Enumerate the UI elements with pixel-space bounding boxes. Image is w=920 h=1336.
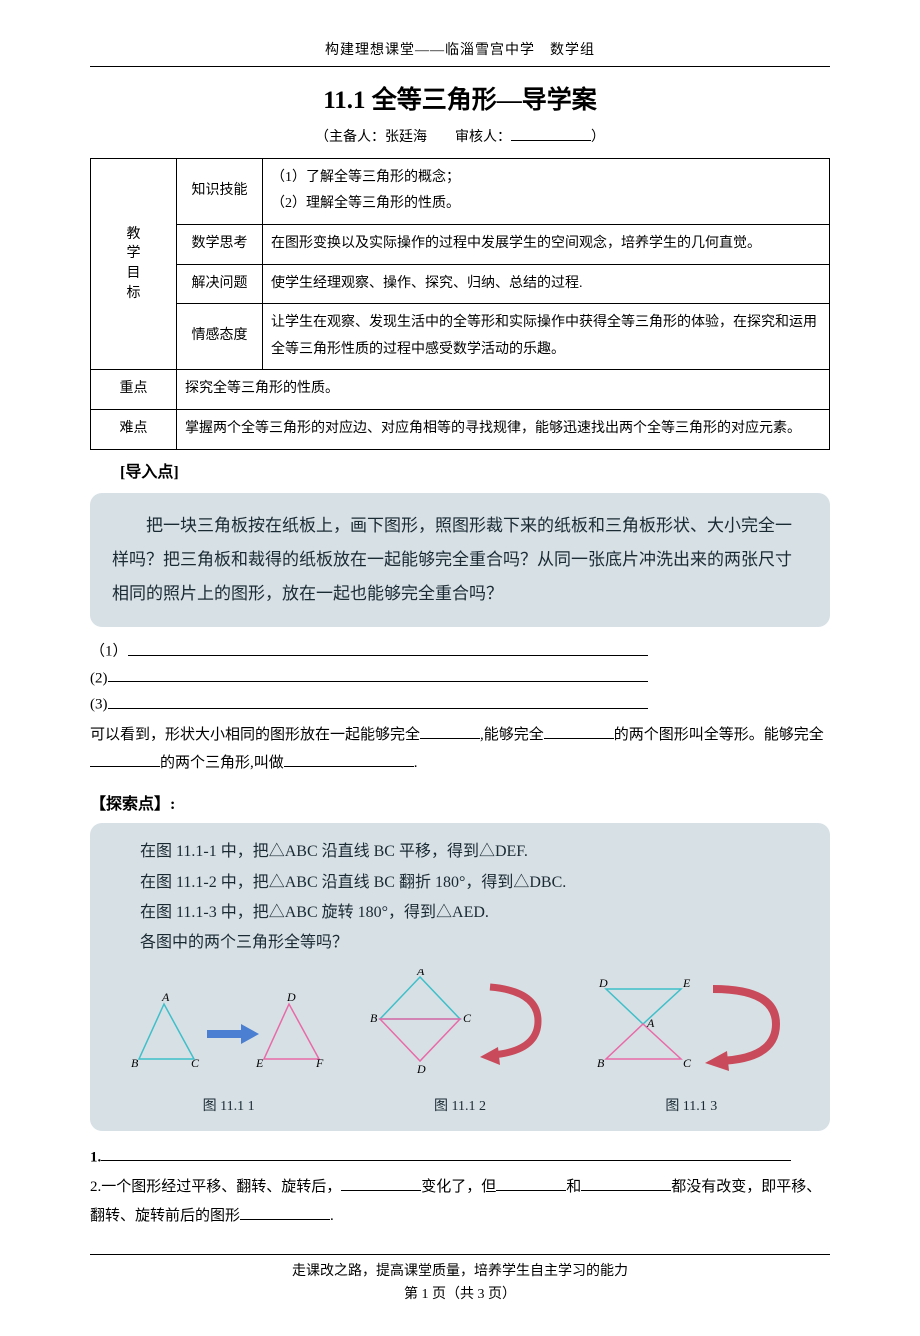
goal-body: 使学生经理观察、操作、探究、归纳、总结的过程. xyxy=(263,264,830,304)
goal-category: 数学思考 xyxy=(177,224,263,264)
answer-line-3[interactable]: (3) xyxy=(90,692,830,717)
footer-line-2: 第 1 页（共 3 页） xyxy=(90,1284,830,1306)
goals-vertical-label: 教 学 目 标 xyxy=(91,158,177,370)
figure-row: A B C D E F 图 11.1 1 A B C D xyxy=(108,969,812,1121)
figure-1-label: 图 11.1 1 xyxy=(129,1094,329,1121)
blank[interactable] xyxy=(420,722,480,739)
triangle-rotation-icon: D E A B C xyxy=(591,969,791,1079)
figure-1: A B C D E F 图 11.1 1 xyxy=(129,989,329,1121)
svg-text:A: A xyxy=(646,1016,655,1030)
blank[interactable] xyxy=(496,1175,566,1192)
vchar: 目 xyxy=(93,264,174,284)
table-row: 教 学 目 标 知识技能 （1）了解全等三角形的概念； （2）理解全等三角形的性… xyxy=(91,158,830,224)
q2-label: (2) xyxy=(90,670,108,686)
page-header: 构建理想课堂——临淄雪宫中学 数学组 xyxy=(90,40,830,62)
goal-category: 知识技能 xyxy=(177,158,263,224)
svg-text:D: D xyxy=(598,976,608,990)
explore-heading: 【探索点】: xyxy=(90,792,830,818)
difficulty-label: 难点 xyxy=(91,409,177,449)
num2-c: 和 xyxy=(566,1179,581,1195)
para1-a: 可以看到，形状大小相同的图形放在一起能够完全 xyxy=(90,727,420,743)
table-row: 解决问题 使学生经理观察、操作、探究、归纳、总结的过程. xyxy=(91,264,830,304)
q1-number: 1. xyxy=(90,1149,101,1165)
conclusion-paragraph: 可以看到，形状大小相同的图形放在一起能够完全 ,能够完全 的两个图形叫全等形。能够完… xyxy=(90,721,830,778)
page-footer: 走课改之路，提高课堂质量，培养学生自主学习的能力 第 1 页（共 3 页） xyxy=(90,1254,830,1306)
svg-text:D: D xyxy=(286,990,296,1004)
svg-text:C: C xyxy=(191,1056,200,1070)
num2-b: 变化了，但 xyxy=(421,1179,496,1195)
explore-line: 在图 11.1-2 中，把△ABC 沿直线 BC 翻折 180°，得到△DBC. xyxy=(108,868,812,898)
figure-2-label: 图 11.1 2 xyxy=(370,1094,550,1121)
goal-body: 让学生在观察、发现生活中的全等形和实际操作中获得全等三角形的体验，在探究和运用全… xyxy=(263,304,830,370)
num2-e: . xyxy=(330,1208,334,1224)
para1-e: . xyxy=(414,755,418,771)
blank[interactable] xyxy=(341,1175,421,1192)
goal-category: 解决问题 xyxy=(177,264,263,304)
blank[interactable] xyxy=(240,1203,330,1220)
lead-in-box: 把一块三角板按在纸板上，画下图形，照图形裁下来的纸板和三角板形状、大小完全一样吗… xyxy=(90,493,830,627)
answer-line-1[interactable]: （1） xyxy=(90,639,830,664)
table-row: 重点 探究全等三角形的性质。 xyxy=(91,370,830,410)
table-row: 数学思考 在图形变换以及实际操作的过程中发展学生的空间观念，培养学生的几何直觉。 xyxy=(91,224,830,264)
para1-c: 的两个图形叫全等形。能够完全 xyxy=(614,727,824,743)
figure-3: D E A B C 图 11.1 3 xyxy=(591,969,791,1121)
svg-text:B: B xyxy=(370,1011,378,1025)
goal-body: 在图形变换以及实际操作的过程中发展学生的空间观念，培养学生的几何直觉。 xyxy=(263,224,830,264)
q1-label: （1） xyxy=(90,644,128,660)
footer-rule xyxy=(90,1254,830,1255)
vchar: 学 xyxy=(93,244,174,264)
question-2: 2.一个图形经过平移、翻转、旋转后，变化了，但和都没有改变，即平移、翻转、旋转前… xyxy=(90,1173,830,1230)
svg-text:D: D xyxy=(416,1062,426,1076)
footer-line-1: 走课改之路，提高课堂质量，培养学生自主学习的能力 xyxy=(90,1261,830,1283)
lead-in-heading: [导入点] xyxy=(120,460,830,486)
svg-text:E: E xyxy=(682,976,691,990)
blank[interactable] xyxy=(544,722,614,739)
reviewer-blank[interactable] xyxy=(511,127,591,141)
explore-line: 在图 11.1-1 中，把△ABC 沿直线 BC 平移，得到△DEF. xyxy=(108,837,812,867)
goals-table: 教 学 目 标 知识技能 （1）了解全等三角形的概念； （2）理解全等三角形的性… xyxy=(90,158,830,450)
page-title: 11.1 全等三角形—导学案 xyxy=(90,81,830,121)
answer-line-2[interactable]: (2) xyxy=(90,666,830,691)
explore-line: 在图 11.1-3 中，把△ABC 旋转 180°，得到△AED. xyxy=(108,898,812,928)
vchar: 标 xyxy=(93,284,174,304)
lead-in-text: 把一块三角板按在纸板上，画下图形，照图形裁下来的纸板和三角板形状、大小完全一样吗… xyxy=(112,509,808,611)
blank[interactable] xyxy=(581,1175,671,1192)
goal-category: 情感态度 xyxy=(177,304,263,370)
blank[interactable] xyxy=(90,751,160,768)
difficulty-body: 掌握两个全等三角形的对应边、对应角相等的寻找规律，能够迅速找出两个全等三角形的对… xyxy=(177,409,830,449)
blank[interactable] xyxy=(284,751,414,768)
svg-text:B: B xyxy=(131,1056,139,1070)
svg-text:E: E xyxy=(255,1056,264,1070)
keypoint-body: 探究全等三角形的性质。 xyxy=(177,370,830,410)
para1-b: ,能够完全 xyxy=(480,727,544,743)
explore-box: 在图 11.1-1 中，把△ABC 沿直线 BC 平移，得到△DEF. 在图 1… xyxy=(90,823,830,1131)
figure-3-label: 图 11.1 3 xyxy=(591,1094,791,1121)
svg-text:A: A xyxy=(161,990,170,1004)
explore-line: 各图中的两个三角形全等吗？ xyxy=(108,928,812,958)
svg-text:A: A xyxy=(416,969,425,978)
keypoint-label: 重点 xyxy=(91,370,177,410)
subtitle-prefix: （主备人：张廷海 审核人： xyxy=(315,130,511,145)
triangle-translation-icon: A B C D E F xyxy=(129,989,329,1079)
para1-d: 的两个三角形,叫做 xyxy=(160,755,284,771)
svg-text:F: F xyxy=(315,1056,324,1070)
triangle-reflection-icon: A B C D xyxy=(370,969,550,1079)
question-1[interactable]: 1. xyxy=(90,1145,830,1170)
subtitle-suffix: ） xyxy=(591,130,605,145)
vchar: 教 xyxy=(93,225,174,245)
svg-text:C: C xyxy=(463,1011,472,1025)
header-rule xyxy=(90,66,830,67)
table-row: 情感态度 让学生在观察、发现生活中的全等形和实际操作中获得全等三角形的体验，在探… xyxy=(91,304,830,370)
figure-2: A B C D 图 11.1 2 xyxy=(370,969,550,1121)
num2-a: 2.一个图形经过平移、翻转、旋转后， xyxy=(90,1179,341,1195)
svg-text:B: B xyxy=(597,1056,605,1070)
table-row: 难点 掌握两个全等三角形的对应边、对应角相等的寻找规律，能够迅速找出两个全等三角… xyxy=(91,409,830,449)
q3-label: (3) xyxy=(90,697,108,713)
svg-text:C: C xyxy=(683,1056,692,1070)
subtitle: （主备人：张廷海 审核人： ） xyxy=(90,127,830,149)
goal-body: （1）了解全等三角形的概念； （2）理解全等三角形的性质。 xyxy=(263,158,830,224)
